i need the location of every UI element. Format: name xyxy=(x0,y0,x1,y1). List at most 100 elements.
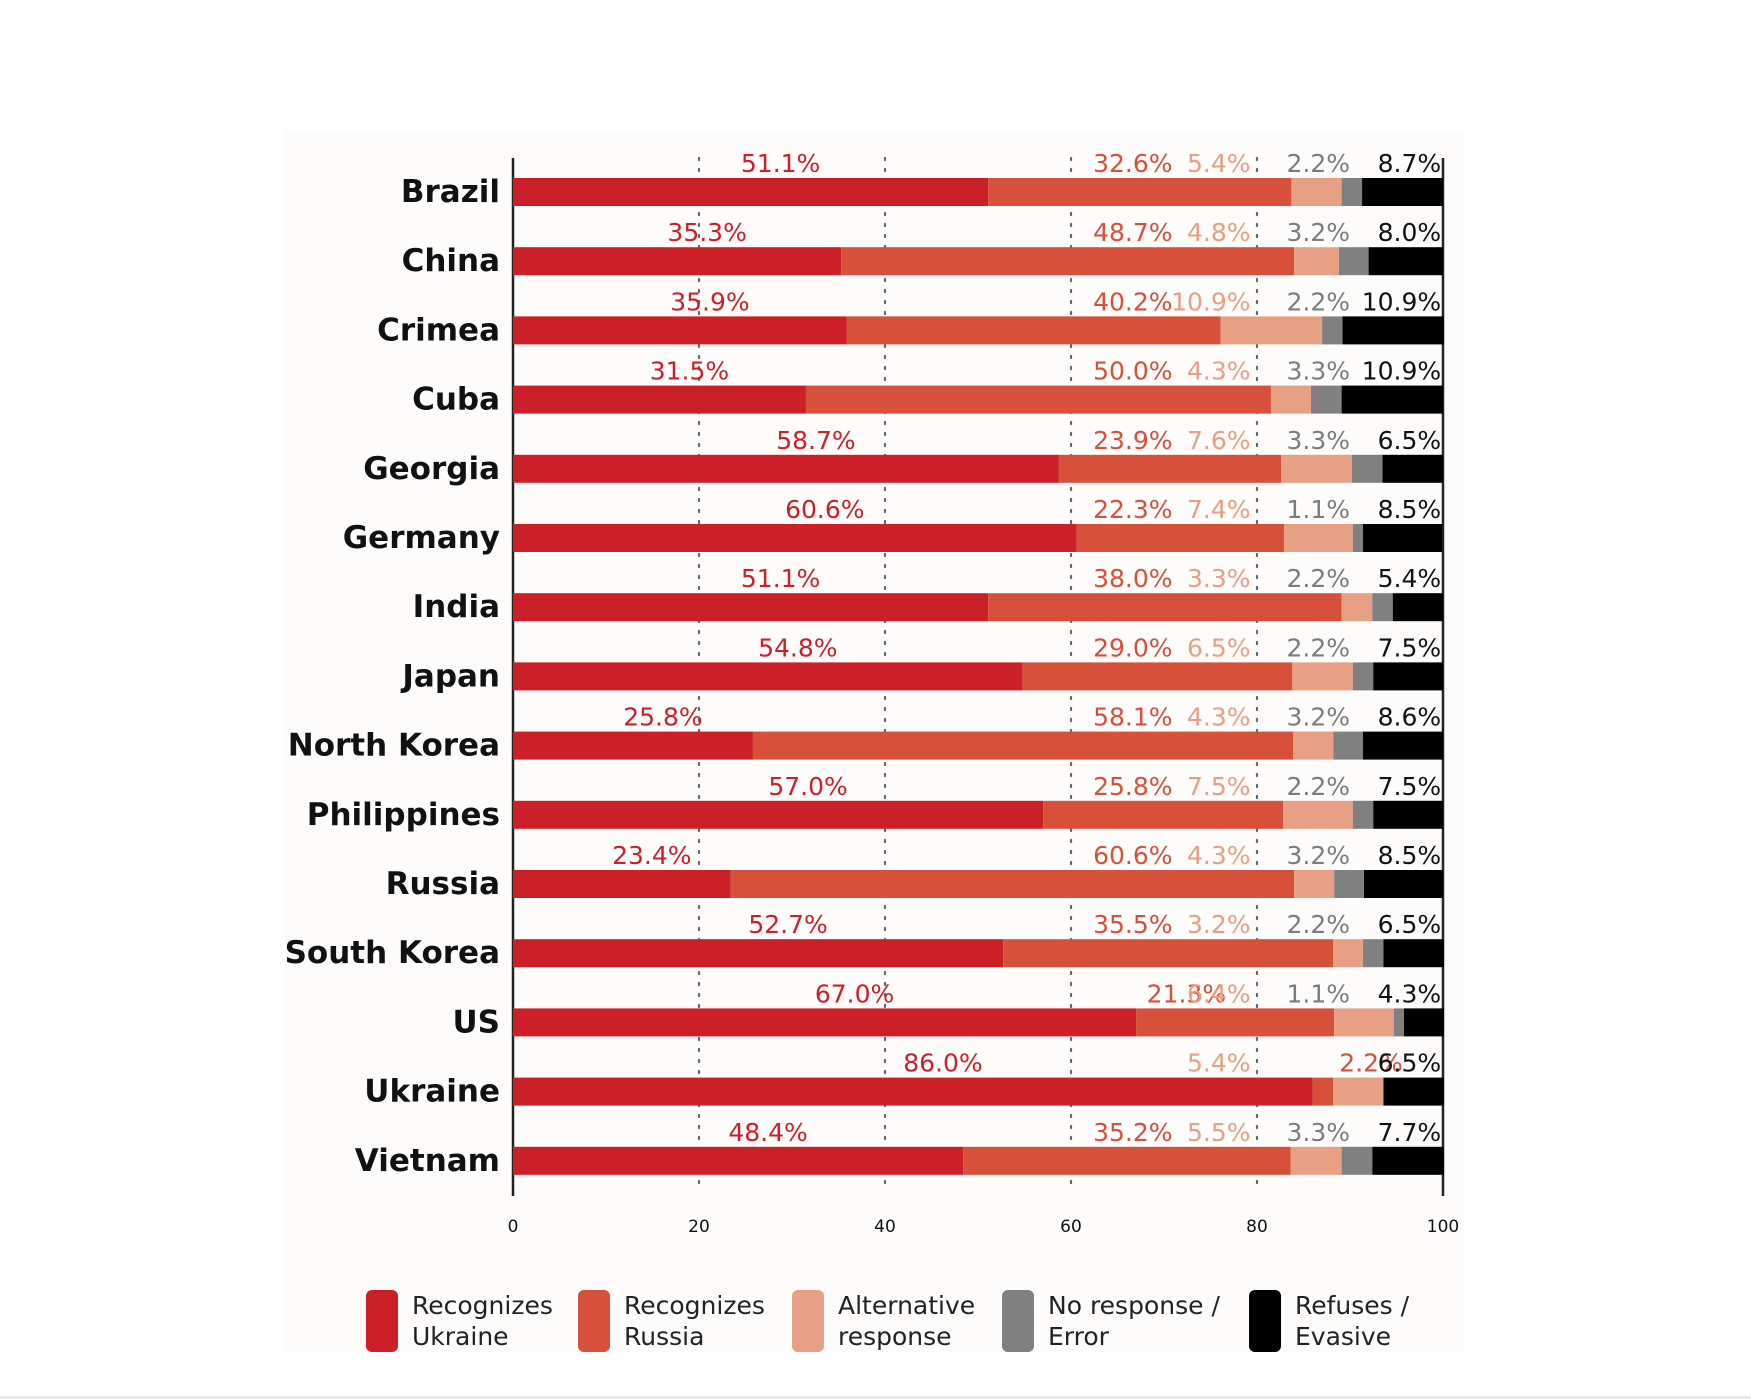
value-label-brazil-alternative: 5.4% xyxy=(1187,149,1251,178)
value-label-ukraine-ukraine: 86.0% xyxy=(903,1049,982,1078)
bar-philippines-refuses-evasive xyxy=(1373,800,1443,829)
bar-crimea-alternative-response xyxy=(1220,316,1323,345)
bar-india-recognizes-russia xyxy=(988,593,1342,622)
value-label-us-alternative: 6.4% xyxy=(1187,979,1251,1008)
value-label-japan-refuses: 7.5% xyxy=(1378,633,1442,662)
bar-germany-no-response-error xyxy=(1352,524,1364,552)
value-label-south-korea-ukraine: 52.7% xyxy=(748,910,827,939)
bar-ukraine-refuses-evasive xyxy=(1383,1077,1444,1106)
value-label-crimea-refuses: 10.9% xyxy=(1362,287,1441,316)
value-label-ukraine-alternative: 5.4% xyxy=(1187,1049,1251,1078)
value-label-vietnam-refuses: 7.7% xyxy=(1378,1118,1442,1147)
value-label-brazil-refuses: 8.7% xyxy=(1378,149,1442,178)
value-label-russia-no-response: 3.2% xyxy=(1286,841,1350,870)
value-label-germany-refuses: 8.5% xyxy=(1378,495,1442,524)
bar-north-korea-recognizes-ukraine xyxy=(513,731,753,760)
legend-label-no-response: No response / Error xyxy=(1048,1291,1220,1351)
bar-north-korea-no-response-error xyxy=(1333,731,1364,760)
bar-brazil-recognizes-russia xyxy=(988,178,1292,206)
value-label-philippines-alternative: 7.5% xyxy=(1187,772,1251,801)
legend-label-alternative-response: Alternative response xyxy=(838,1291,976,1351)
value-label-india-ukraine: 51.1% xyxy=(741,564,820,593)
value-label-north-korea-no-response: 3.2% xyxy=(1286,703,1350,732)
bar-south-korea-alternative-response xyxy=(1333,939,1364,968)
value-label-georgia-ukraine: 58.7% xyxy=(776,426,855,455)
bar-us-no-response-error xyxy=(1393,1008,1404,1037)
bar-us-recognizes-ukraine xyxy=(513,1008,1137,1037)
bar-us-recognizes-russia xyxy=(1136,1008,1335,1037)
country-label-india: India xyxy=(413,589,500,625)
legend-swatch-no-response xyxy=(1002,1290,1034,1352)
country-label-brazil: Brazil xyxy=(401,174,500,210)
bar-brazil-alternative-response xyxy=(1291,178,1342,206)
value-label-germany-no-response: 1.1% xyxy=(1286,495,1350,524)
bar-georgia-recognizes-russia xyxy=(1058,454,1282,483)
bar-brazil-no-response-error xyxy=(1341,178,1363,206)
bottom-divider xyxy=(0,1396,1751,1399)
value-label-vietnam-alternative: 5.5% xyxy=(1187,1118,1251,1147)
value-label-georgia-refuses: 6.5% xyxy=(1378,426,1442,455)
value-label-germany-alternative: 7.4% xyxy=(1187,495,1251,524)
bar-georgia-recognizes-ukraine xyxy=(513,454,1059,483)
country-label-china: China xyxy=(402,243,500,279)
value-label-crimea-russia: 40.2% xyxy=(1093,287,1172,316)
value-label-china-refuses: 8.0% xyxy=(1378,218,1442,247)
bar-india-no-response-error xyxy=(1372,593,1393,622)
country-label-cuba: Cuba xyxy=(412,382,500,418)
bar-china-refuses-evasive xyxy=(1368,247,1443,276)
value-label-russia-refuses: 8.5% xyxy=(1378,841,1442,870)
country-label-south-korea: South Korea xyxy=(285,935,500,971)
bar-cuba-no-response-error xyxy=(1310,385,1342,414)
value-label-south-korea-alternative: 3.2% xyxy=(1187,910,1251,939)
x-tick-label-100: 100 xyxy=(1427,1217,1459,1237)
legend-label-recognizes-ukraine: Recognizes Ukraine xyxy=(412,1291,553,1351)
value-label-ukraine-refuses: 6.5% xyxy=(1378,1049,1442,1078)
bar-south-korea-refuses-evasive xyxy=(1383,939,1444,968)
bar-vietnam-recognizes-ukraine xyxy=(513,1146,964,1175)
value-label-philippines-russia: 25.8% xyxy=(1093,772,1172,801)
bar-russia-refuses-evasive xyxy=(1363,870,1443,898)
value-label-vietnam-no-response: 3.3% xyxy=(1286,1118,1350,1147)
x-tick-label-80: 80 xyxy=(1246,1217,1268,1237)
value-label-south-korea-no-response: 2.2% xyxy=(1286,910,1350,939)
value-label-cuba-russia: 50.0% xyxy=(1093,357,1172,386)
bar-cuba-recognizes-russia xyxy=(805,385,1271,414)
bar-vietnam-alternative-response xyxy=(1290,1146,1342,1175)
value-label-russia-ukraine: 23.4% xyxy=(612,841,691,870)
legend-swatch-recognizes-russia xyxy=(578,1290,610,1352)
bar-crimea-no-response-error xyxy=(1322,316,1343,345)
value-label-japan-russia: 29.0% xyxy=(1093,633,1172,662)
legend-swatch-recognizes-ukraine xyxy=(366,1290,398,1352)
country-label-germany: Germany xyxy=(343,520,500,556)
bar-russia-no-response-error xyxy=(1334,870,1364,898)
country-label-vietnam: Vietnam xyxy=(355,1143,500,1179)
bar-us-refuses-evasive xyxy=(1403,1008,1444,1037)
value-label-georgia-alternative: 7.6% xyxy=(1187,426,1251,455)
value-label-north-korea-russia: 58.1% xyxy=(1093,703,1172,732)
value-label-north-korea-refuses: 8.6% xyxy=(1378,703,1442,732)
value-label-india-alternative: 3.3% xyxy=(1187,564,1251,593)
bar-georgia-alternative-response xyxy=(1281,454,1352,483)
value-label-cuba-refuses: 10.9% xyxy=(1362,357,1441,386)
bar-north-korea-recognizes-russia xyxy=(752,731,1294,760)
bar-georgia-no-response-error xyxy=(1351,454,1383,483)
bar-us-alternative-response xyxy=(1334,1008,1394,1037)
bar-philippines-recognizes-russia xyxy=(1043,800,1284,829)
bar-india-alternative-response xyxy=(1341,593,1373,622)
value-label-china-no-response: 3.2% xyxy=(1286,218,1350,247)
value-label-georgia-russia: 23.9% xyxy=(1093,426,1172,455)
bar-ukraine-recognizes-ukraine xyxy=(513,1077,1313,1106)
value-label-north-korea-ukraine: 25.8% xyxy=(623,703,702,732)
value-label-japan-no-response: 2.2% xyxy=(1286,633,1350,662)
chart-legend: Recognizes Ukraine Recognizes Russia Alter… xyxy=(366,1290,1486,1360)
bar-china-recognizes-ukraine xyxy=(513,247,842,276)
value-label-south-korea-refuses: 6.5% xyxy=(1378,910,1442,939)
bar-vietnam-no-response-error xyxy=(1341,1146,1373,1175)
bar-germany-refuses-evasive xyxy=(1363,524,1443,552)
country-label-ukraine: Ukraine xyxy=(364,1074,500,1110)
bar-ukraine-alternative-response xyxy=(1333,1077,1384,1106)
value-label-crimea-no-response: 2.2% xyxy=(1286,287,1350,316)
value-label-india-no-response: 2.2% xyxy=(1286,564,1350,593)
country-label-russia: Russia xyxy=(386,866,500,902)
